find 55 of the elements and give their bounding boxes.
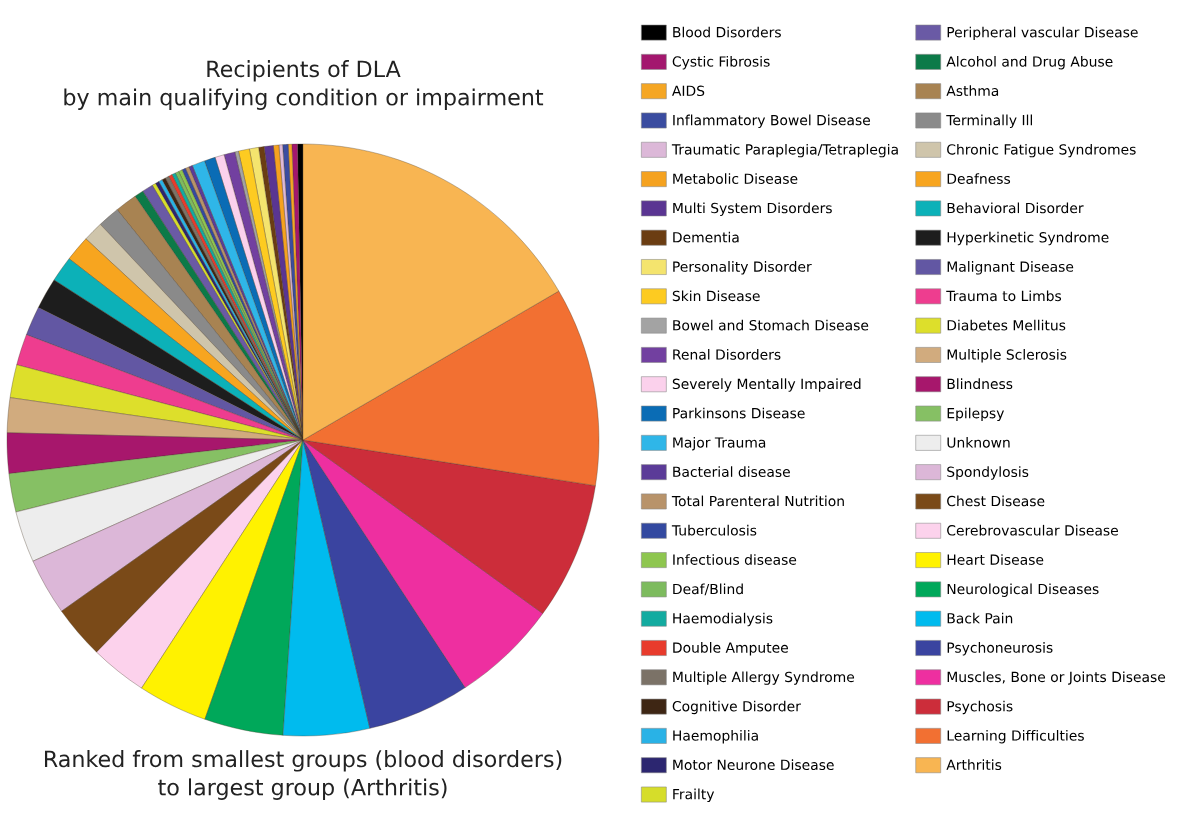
legend-label: Learning Difficulties xyxy=(947,730,1084,744)
legend-label: Hyperkinetic Syndrome xyxy=(947,231,1109,246)
legend-label: Psychoneurosis xyxy=(947,642,1053,656)
legend-label: Traumatic Paraplegia/Tetraplegia xyxy=(671,143,898,158)
legend-label: Chronic Fatigue Syndromes xyxy=(947,143,1136,158)
legend-label: Severely Mentally Impaired xyxy=(672,378,861,392)
legend-label: Chest Disease xyxy=(947,495,1045,507)
legend-label: Dementia xyxy=(673,231,739,243)
legend-label: Multiple Sclerosis xyxy=(947,349,1067,363)
legend-label: Multi System Disorders xyxy=(673,202,832,216)
legend-label: Bacterial disease xyxy=(673,466,790,478)
legend-label: Muscles, Bone or Joints Disease xyxy=(947,671,1166,685)
legend-label: Blindness xyxy=(947,378,1013,390)
legend-label: Alcohol and Drug Abuse xyxy=(946,55,1113,70)
legend-label: Renal Disorders xyxy=(673,349,781,360)
legend-label: Haemodialysis xyxy=(673,612,773,627)
legend-label: Total Parenteral Nutrition xyxy=(671,495,844,507)
legend-label: Deaf/Blind xyxy=(673,583,743,596)
legend-label: Psychosis xyxy=(947,700,1013,715)
legend-label: Parkinsons Disease xyxy=(673,407,805,419)
legend-label: Motor Neurone Disease xyxy=(673,759,834,771)
legend-label: Cerebrovascular Disease xyxy=(947,524,1118,536)
legend-label: Cystic Fibrosis xyxy=(672,55,770,70)
legend-label: Haemophilia xyxy=(673,730,758,744)
legend-label: Cognitive Disorder xyxy=(672,700,801,715)
legend-label: Trauma to Limbs xyxy=(946,290,1062,302)
legend-label: Metabolic Disease xyxy=(673,173,798,184)
legend-label: Frailty xyxy=(673,788,715,803)
legend-label: Infectious disease xyxy=(673,554,797,565)
legend-label: Spondylosis xyxy=(947,466,1029,480)
legend-label: Deafness xyxy=(947,173,1011,184)
legend-label: Tuberculosis xyxy=(671,524,757,536)
legend-label: Malignant Disease xyxy=(947,261,1074,275)
legend-label: Inflammatory Bowel Disease xyxy=(673,114,871,129)
legend-label: Double Amputee xyxy=(673,642,788,656)
legend-label: Arthritis xyxy=(946,759,1002,771)
legend-label: Multiple Allergy Syndrome xyxy=(673,671,855,685)
legend-label: Peripheral vascular Disease xyxy=(947,26,1138,41)
legend-label: Diabetes Mellitus xyxy=(947,319,1066,331)
legend-label: AIDS xyxy=(672,85,705,97)
legend-label: Neurological Diseases xyxy=(947,583,1099,597)
legend-label: Epilepsy xyxy=(947,407,1004,422)
legend-label: Behavioral Disorder xyxy=(947,202,1084,214)
legend-label: Major Trauma xyxy=(673,436,766,451)
legend-label: Heart Disease xyxy=(947,554,1044,565)
text: Ranked from smallest groups (blood disorders) to largest group (Arthritis) xyxy=(44,750,562,800)
legend-label: Back Pain xyxy=(947,612,1013,624)
legend-label: Blood Disorders xyxy=(673,26,781,38)
legend-label: Bowel and Stomach Disease xyxy=(673,319,869,331)
legend-label: Asthma xyxy=(946,85,999,97)
legend-label: Personality Disorder xyxy=(673,261,812,275)
legend-label: Skin Disease xyxy=(672,290,760,302)
text: Recipients of DLA by main qualifying condition or impairment xyxy=(64,60,544,110)
legend-label: Terminally Ill xyxy=(946,114,1032,129)
legend-label: Unknown xyxy=(947,436,1010,448)
